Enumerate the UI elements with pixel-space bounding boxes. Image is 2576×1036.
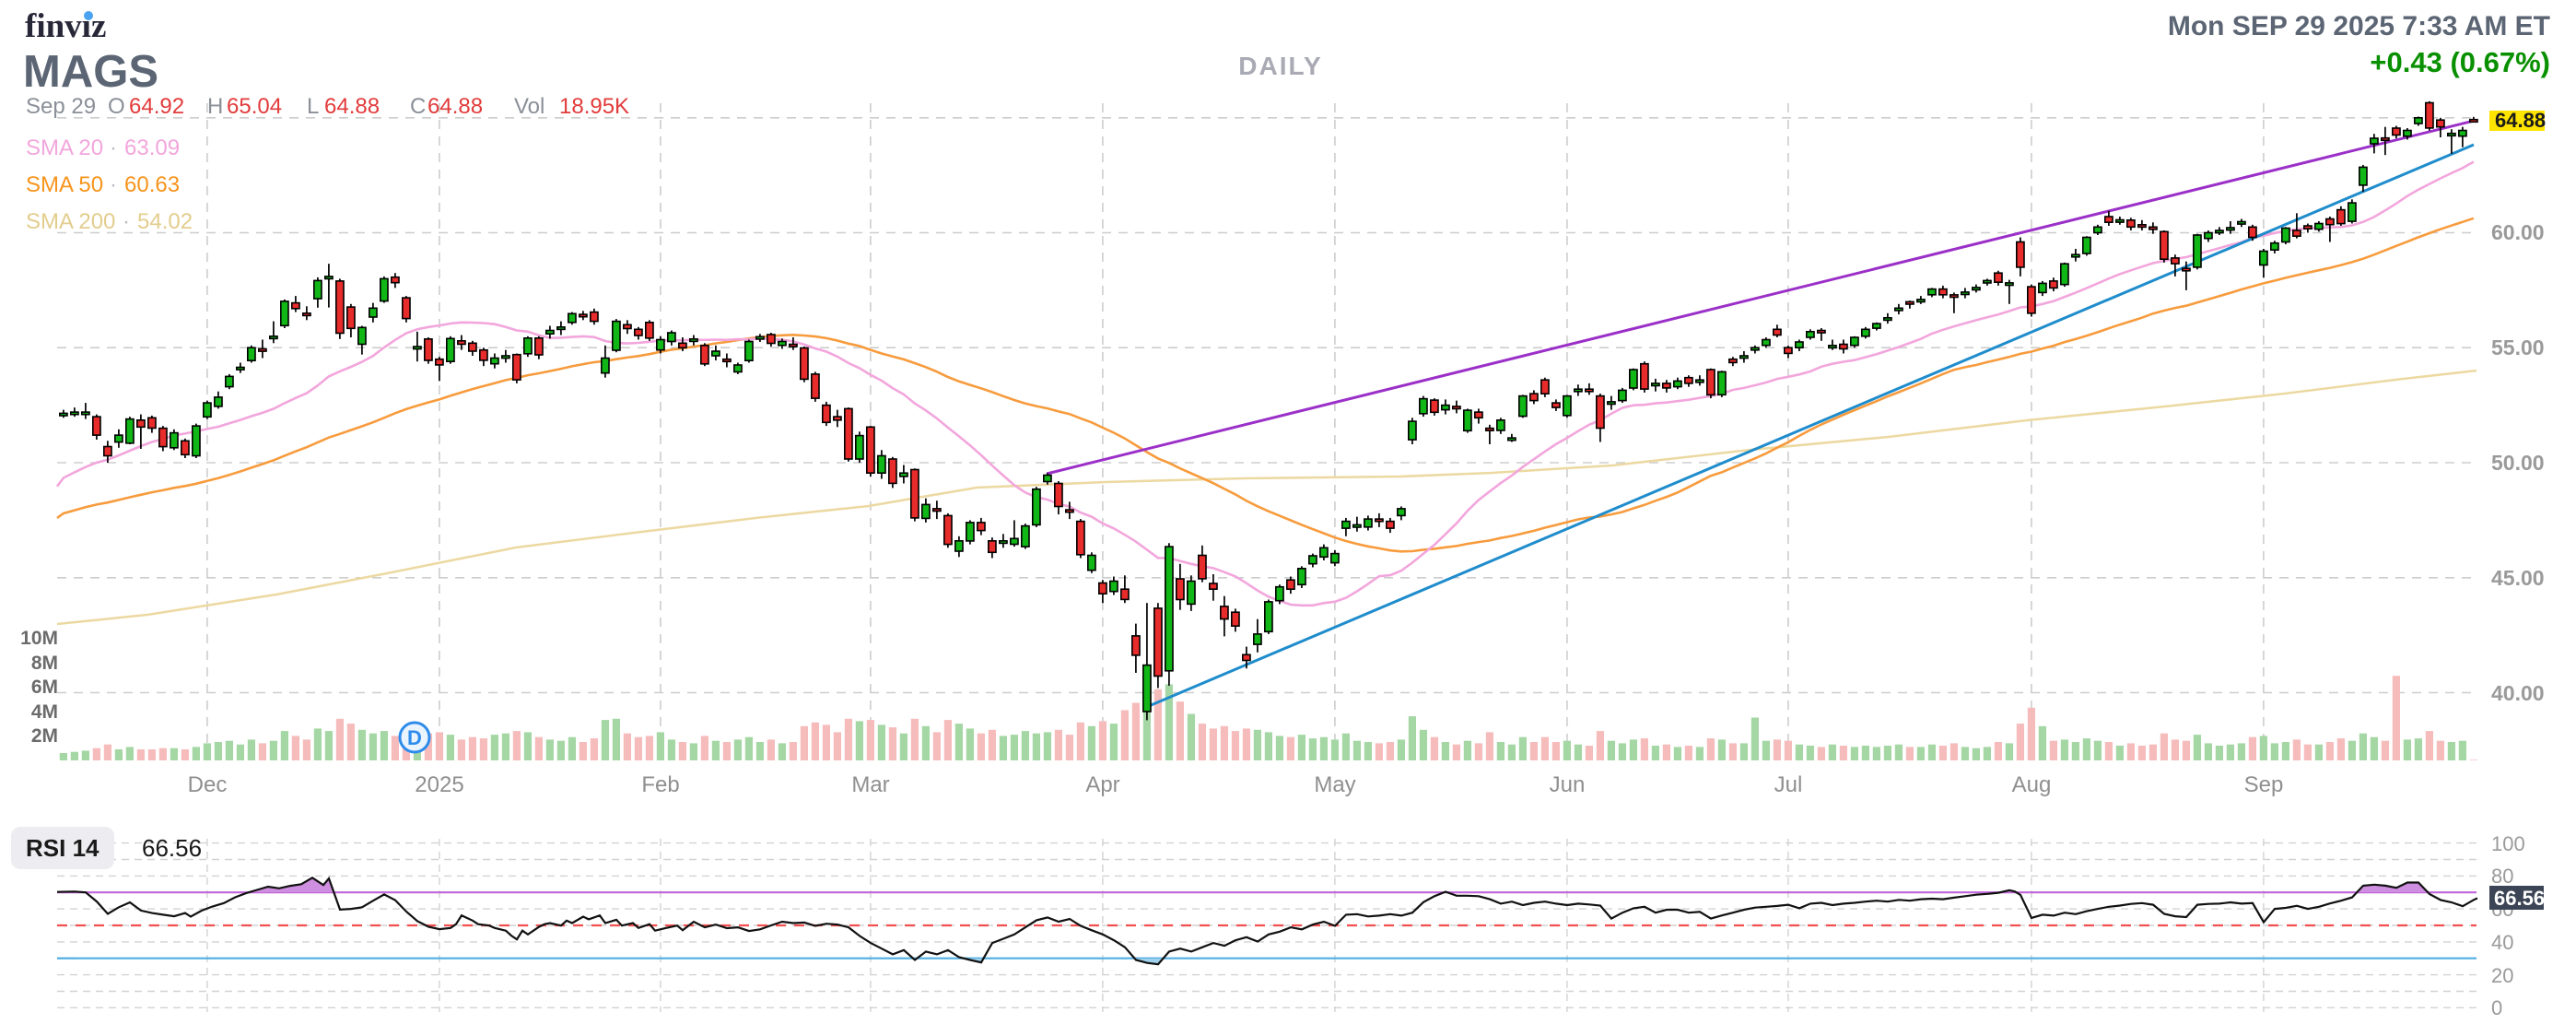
svg-text:40: 40 [2491, 931, 2513, 954]
svg-text:MAGS: MAGS [23, 47, 158, 97]
svg-text:60.63: 60.63 [124, 172, 180, 197]
svg-text:8M: 8M [31, 653, 58, 674]
svg-text:Aug: Aug [2012, 772, 2052, 797]
svg-text:Feb: Feb [641, 772, 679, 797]
svg-text:H: H [207, 94, 223, 119]
svg-text:55.00: 55.00 [2491, 336, 2545, 359]
svg-text:Dec: Dec [188, 772, 228, 797]
svg-text:SMA 200: SMA 200 [26, 209, 115, 234]
svg-text:Sep: Sep [2244, 772, 2284, 797]
svg-text:64.88: 64.88 [2495, 109, 2546, 132]
svg-text:O: O [108, 94, 125, 119]
svg-text:May: May [1314, 772, 1355, 797]
svg-text:DAILY: DAILY [1238, 52, 1322, 80]
svg-text:64.88: 64.88 [324, 94, 380, 119]
svg-text:40.00: 40.00 [2491, 681, 2545, 705]
svg-text:Apr: Apr [1085, 772, 1119, 797]
svg-text:64.88: 64.88 [427, 94, 483, 119]
svg-text:2025: 2025 [415, 772, 463, 797]
svg-text:18.95K: 18.95K [559, 94, 629, 119]
svg-text:64.92: 64.92 [129, 94, 184, 119]
svg-text:60.00: 60.00 [2491, 220, 2545, 244]
svg-text:4M: 4M [31, 701, 58, 723]
svg-text:20: 20 [2491, 964, 2513, 987]
svg-text:·: · [110, 135, 117, 160]
svg-text:Mar: Mar [851, 772, 889, 797]
svg-text:66.56: 66.56 [142, 834, 202, 862]
svg-text:50.00: 50.00 [2491, 451, 2545, 475]
svg-text:·: · [110, 172, 117, 197]
svg-text:SMA 20: SMA 20 [26, 135, 103, 160]
svg-text:+0.43 (0.67%): +0.43 (0.67%) [2370, 46, 2550, 78]
svg-text:SMA 50: SMA 50 [26, 172, 103, 197]
svg-text:RSI 14: RSI 14 [26, 834, 100, 862]
svg-text:45.00: 45.00 [2491, 566, 2545, 590]
svg-text:·: · [123, 209, 130, 234]
svg-text:0: 0 [2491, 996, 2502, 1019]
svg-text:Jul: Jul [1774, 772, 1803, 797]
svg-text:L: L [307, 94, 319, 119]
svg-text:10M: 10M [20, 628, 58, 649]
svg-text:D: D [407, 726, 422, 749]
svg-text:54.02: 54.02 [137, 209, 193, 234]
svg-text:Jun: Jun [1550, 772, 1586, 797]
svg-text:66.56: 66.56 [2494, 887, 2545, 910]
svg-text:C: C [410, 94, 426, 119]
svg-text:Mon SEP 29 2025 7:33 AM ET: Mon SEP 29 2025 7:33 AM ET [2168, 11, 2550, 41]
svg-text:Sep 29: Sep 29 [26, 94, 96, 119]
svg-text:6M: 6M [31, 677, 58, 698]
svg-text:100: 100 [2491, 832, 2525, 855]
svg-text:80: 80 [2491, 865, 2513, 888]
svg-text:2M: 2M [31, 725, 58, 747]
svg-text:63.09: 63.09 [124, 135, 180, 160]
svg-text:65.04: 65.04 [227, 94, 282, 119]
svg-text:finvız: finvız [25, 7, 106, 45]
svg-text:Vol: Vol [514, 94, 544, 119]
